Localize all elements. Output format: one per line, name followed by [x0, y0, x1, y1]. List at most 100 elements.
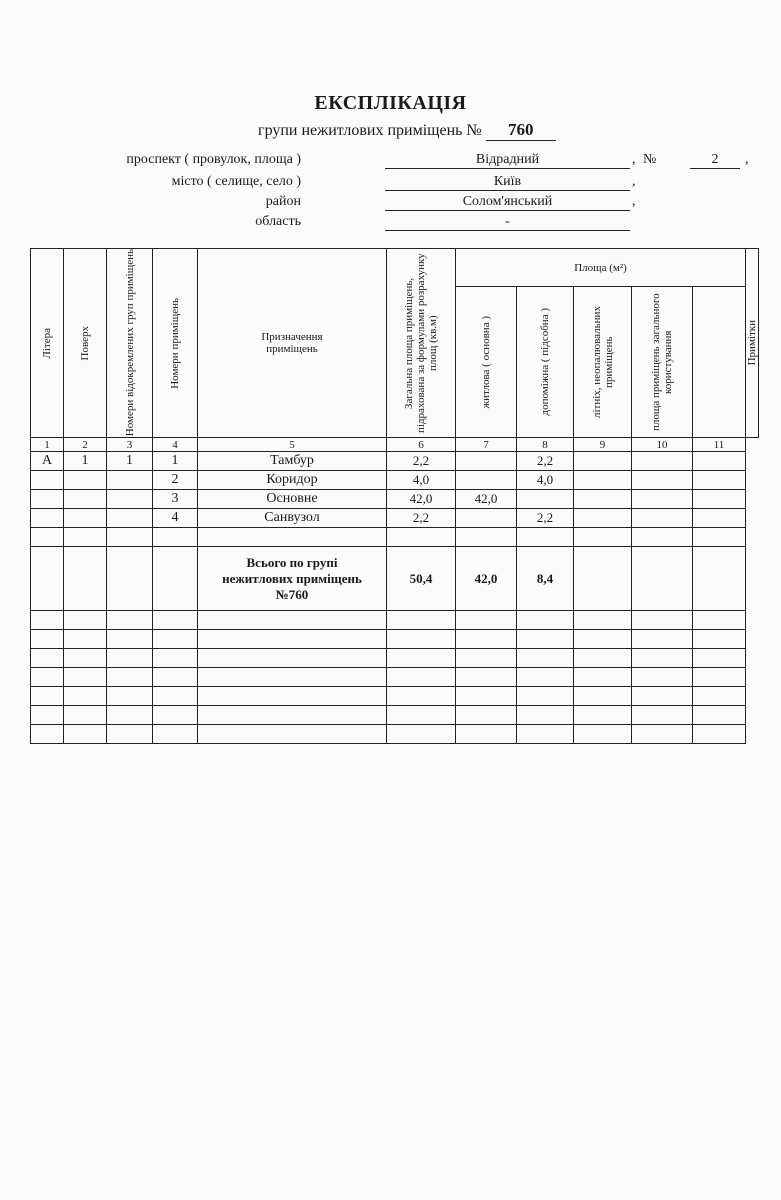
table-cell — [152, 705, 198, 725]
number-value: 2 — [690, 152, 740, 169]
table-cell: Санвузол — [197, 508, 387, 528]
column-number: 3 — [106, 437, 153, 452]
header-common: площа приміщень загального користування — [631, 286, 693, 438]
header-groups: Номери відокремлених груп приміщень — [106, 248, 153, 438]
header-summer: літніх, неопалювальних приміщень — [573, 286, 632, 438]
district-value: Солом'янський — [385, 194, 630, 211]
table-cell — [386, 648, 456, 668]
table-cell — [516, 686, 574, 706]
table-cell — [692, 686, 746, 706]
table-cell — [106, 610, 153, 630]
table-cell — [106, 470, 153, 490]
table-cell — [63, 686, 107, 706]
table-cell — [692, 451, 746, 471]
table-cell — [631, 451, 693, 471]
table-cell — [63, 470, 107, 490]
header-living: житлова ( основна ) — [455, 286, 517, 438]
table-cell: Тамбур — [197, 451, 387, 471]
table-cell — [631, 648, 693, 668]
table-cell — [455, 667, 517, 687]
table-cell — [516, 667, 574, 687]
total-row: Всього по групі нежитлових приміщень №76… — [30, 546, 759, 611]
table-cell — [152, 527, 198, 547]
table-cell — [386, 686, 456, 706]
table-cell: 2,2 — [386, 451, 456, 471]
city-value: Київ — [385, 174, 630, 191]
table-cell — [30, 508, 64, 528]
table-cell: 2,2 — [386, 508, 456, 528]
table-cell: 2,2 — [516, 451, 574, 471]
table-cell: 3 — [152, 489, 198, 509]
table-cell — [30, 724, 64, 744]
column-number: 10 — [631, 437, 693, 452]
table-cell — [455, 705, 517, 725]
table-cell — [152, 648, 198, 668]
explication-table: Літера Поверх Номери відокремлених груп … — [30, 248, 759, 744]
street-label: проспект ( провулок, площа ) — [126, 152, 301, 167]
table-cell — [455, 610, 517, 630]
table-cell — [197, 686, 387, 706]
table-cell — [692, 470, 746, 490]
table-cell — [631, 508, 693, 528]
table-cell — [63, 724, 107, 744]
header-rooms: Номери приміщень — [152, 248, 198, 438]
table-cell: 4,0 — [516, 470, 574, 490]
table-row: 3 Основне 42,0 42,0 — [30, 489, 759, 509]
table-cell — [30, 629, 64, 649]
header-total-area: Загальна площа приміщень, підрахована за… — [386, 248, 456, 438]
table-cell — [631, 686, 693, 706]
table-cell — [152, 629, 198, 649]
table-cell — [692, 610, 746, 630]
table-cell — [63, 527, 107, 547]
region-line: область - — [0, 214, 781, 234]
column-number: 8 — [516, 437, 574, 452]
table-cell — [455, 470, 517, 490]
header-litera: Літера — [30, 248, 64, 438]
city-label: місто ( селище, село ) — [171, 174, 301, 189]
column-number: 1 — [30, 437, 64, 452]
table-cell: 42,0 — [455, 489, 517, 509]
empty-row — [30, 724, 759, 744]
table-cell — [692, 724, 746, 744]
column-number: 4 — [152, 437, 198, 452]
table-cell: 1 — [63, 451, 107, 471]
table-cell — [573, 610, 632, 630]
table-cell — [386, 629, 456, 649]
table-cell: А — [30, 451, 64, 471]
table-row: 2 Коридор 4,0 4,0 — [30, 470, 759, 490]
table-cell — [106, 508, 153, 528]
table-row — [30, 527, 759, 547]
number-label: № — [643, 152, 657, 167]
table-cell — [386, 527, 456, 547]
table-cell — [692, 705, 746, 725]
column-number: 9 — [573, 437, 632, 452]
table-cell — [631, 705, 693, 725]
table-cell — [573, 451, 632, 471]
table-cell: 2 — [152, 470, 198, 490]
table-cell — [516, 610, 574, 630]
table-cell — [692, 508, 746, 528]
table-cell — [573, 705, 632, 725]
table-cell — [516, 527, 574, 547]
table-cell — [455, 527, 517, 547]
column-number: 2 — [63, 437, 107, 452]
table-row: 4 Санвузол 2,2 2,2 — [30, 508, 759, 528]
table-row: А 1 1 1 Тамбур 2,2 2,2 — [30, 451, 759, 471]
table-cell — [386, 705, 456, 725]
city-line: місто ( селище, село ) Київ, — [171, 174, 636, 191]
table-cell — [30, 489, 64, 509]
table-cell — [197, 705, 387, 725]
table-cell — [63, 667, 107, 687]
table-cell — [30, 527, 64, 547]
table-cell — [106, 489, 153, 509]
total-living: 42,0 — [455, 546, 517, 611]
column-number: 6 — [386, 437, 456, 452]
table-cell — [30, 610, 64, 630]
header-notes: Примітки — [745, 248, 759, 438]
group-number: 760 — [485, 120, 556, 141]
table-cell — [106, 705, 153, 725]
header-area-group: Площа (м²) — [455, 248, 746, 287]
table-cell — [692, 489, 746, 509]
table-cell — [63, 508, 107, 528]
table-cell — [692, 648, 746, 668]
